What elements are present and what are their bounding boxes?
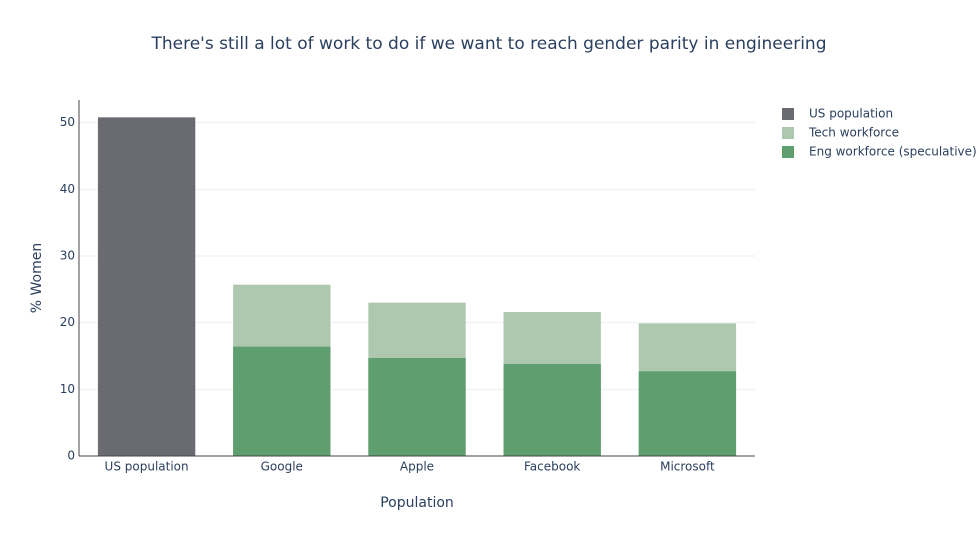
- legend-label: US population: [809, 107, 893, 121]
- chart-title: There's still a lot of work to do if we …: [150, 34, 826, 54]
- legend-swatch: [782, 127, 794, 139]
- x-axis-title: Population: [380, 495, 454, 511]
- x-tick-label: Apple: [400, 460, 434, 474]
- legend-label: Tech workforce: [808, 126, 899, 140]
- y-tick-label: 50: [60, 115, 75, 129]
- y-tick-label: 20: [60, 315, 75, 329]
- bar: [368, 358, 466, 456]
- bar: [503, 364, 601, 456]
- y-tick-label: 10: [60, 382, 75, 396]
- x-tick-label: Facebook: [524, 460, 580, 474]
- bar: [233, 346, 331, 456]
- y-tick-label: 0: [67, 449, 75, 463]
- bar: [638, 371, 737, 456]
- y-tick-label: 30: [60, 249, 75, 263]
- legend-swatch: [782, 108, 794, 120]
- x-tick-label: Microsoft: [660, 460, 715, 474]
- y-axis-title: % Women: [29, 243, 45, 313]
- x-tick-label: US population: [105, 460, 189, 474]
- x-tick-label: Google: [261, 460, 303, 474]
- bar: [97, 117, 196, 456]
- legend-label: Eng workforce (speculative): [809, 145, 977, 159]
- legend-swatch: [782, 146, 794, 158]
- y-tick-label: 40: [60, 182, 75, 196]
